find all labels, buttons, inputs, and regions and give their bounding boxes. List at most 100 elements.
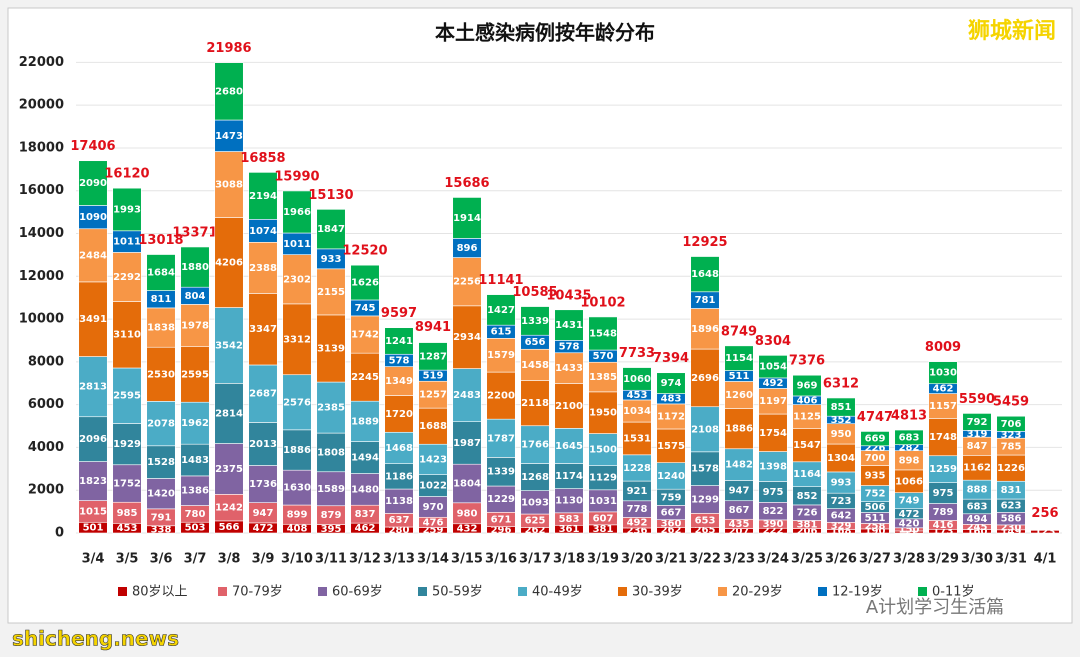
bar-segment xyxy=(486,294,516,326)
segment-label: 2595 xyxy=(181,369,209,380)
segment-label: 2530 xyxy=(147,369,175,380)
bar-segment xyxy=(588,361,618,393)
legend-swatch xyxy=(918,587,927,596)
bar-segment xyxy=(792,374,822,397)
segment-label: 1423 xyxy=(419,454,447,465)
total-label: 10585 xyxy=(512,285,557,300)
bar-segment xyxy=(384,463,414,490)
segment-label: 1030 xyxy=(929,368,957,379)
segment-label: 420 xyxy=(899,518,920,529)
bar-segment xyxy=(452,368,482,423)
segment-label: 453 xyxy=(117,523,138,534)
bar-segment xyxy=(316,432,346,473)
legend-label: 80岁以上 xyxy=(132,585,188,600)
segment-label: 2934 xyxy=(453,332,481,343)
segment-label: 1349 xyxy=(385,376,413,387)
segment-label: 974 xyxy=(661,378,682,389)
segment-label: 2814 xyxy=(215,408,243,419)
bar-segment xyxy=(860,431,890,447)
total-label: 6312 xyxy=(823,376,859,391)
x-tick-label: 3/19 xyxy=(587,552,619,567)
segment-label: 1011 xyxy=(113,237,141,248)
x-tick-label: 3/5 xyxy=(116,552,139,567)
bar-segment xyxy=(452,197,482,239)
segment-label: 1157 xyxy=(929,401,957,412)
segment-label: 969 xyxy=(797,381,818,392)
chart-title: 本土感染病例按年龄分布 xyxy=(435,21,655,45)
segment-label: 2680 xyxy=(215,86,243,97)
total-label: 16120 xyxy=(104,167,149,182)
segment-label: 2194 xyxy=(249,191,277,202)
bar-segment xyxy=(418,407,448,445)
bar-segment xyxy=(928,455,958,483)
total-label: 7733 xyxy=(619,346,655,361)
segment-label: 1752 xyxy=(113,479,141,490)
segment-label: 2108 xyxy=(691,424,719,435)
bar-segment xyxy=(928,418,958,457)
x-tick-label: 3/30 xyxy=(961,552,993,567)
segment-label: 226 xyxy=(865,443,886,454)
segment-label: 236 xyxy=(627,525,648,536)
segment-label: 416 xyxy=(933,520,954,531)
x-tick-label: 3/14 xyxy=(417,552,449,567)
segment-label: 1226 xyxy=(997,463,1025,474)
bar-segment xyxy=(146,401,176,447)
bar-segment xyxy=(384,488,414,514)
segment-label: 1880 xyxy=(181,262,209,273)
segment-label: 1174 xyxy=(555,471,583,482)
x-tick-label: 4/1 xyxy=(1034,552,1057,567)
bar-segment xyxy=(996,454,1026,482)
segment-label: 667 xyxy=(661,508,682,519)
legend-label: 30-39岁 xyxy=(632,585,683,600)
segment-label: 578 xyxy=(389,355,410,366)
segment-label: 847 xyxy=(967,441,988,452)
bar-segment xyxy=(758,413,788,452)
segment-label: 785 xyxy=(1001,442,1022,453)
segment-label: 1742 xyxy=(351,330,379,341)
segment-label: 1548 xyxy=(589,328,617,339)
segment-label: 506 xyxy=(865,502,886,513)
bar-segment xyxy=(350,264,380,301)
segment-label: 1093 xyxy=(521,497,549,508)
x-tick-label: 3/10 xyxy=(281,552,313,567)
x-tick-label: 3/27 xyxy=(859,552,891,567)
bar-segment xyxy=(214,494,244,522)
segment-label: 1130 xyxy=(555,496,583,507)
segment-label: 3542 xyxy=(215,340,243,351)
segment-label: 2256 xyxy=(453,277,481,288)
y-tick-label: 6000 xyxy=(28,397,64,412)
segment-label: 511 xyxy=(865,513,886,524)
segment-label: 2483 xyxy=(453,390,481,401)
bar-segment xyxy=(554,309,584,341)
segment-label: 642 xyxy=(831,511,852,522)
segment-label: 1823 xyxy=(79,476,107,487)
segment-label: 1748 xyxy=(929,432,957,443)
bar-segment xyxy=(112,464,142,503)
x-tick-label: 3/7 xyxy=(184,552,207,567)
segment-label: 173 xyxy=(933,526,954,537)
bar-segment xyxy=(112,252,142,302)
segment-label: 1257 xyxy=(419,390,447,401)
x-tick-label: 3/23 xyxy=(723,552,755,567)
bar-segment xyxy=(554,352,584,384)
segment-label: 1034 xyxy=(623,406,651,417)
segment-label: 947 xyxy=(253,508,274,519)
bar-segment xyxy=(180,443,210,477)
bar-segment xyxy=(180,475,210,506)
bar-segment xyxy=(656,372,686,394)
segment-label: 1630 xyxy=(283,483,311,494)
segment-label: 1766 xyxy=(521,440,549,451)
bar-segment xyxy=(588,465,618,491)
bar-segment xyxy=(656,403,686,430)
bar-segment xyxy=(486,485,516,513)
segment-label: 2090 xyxy=(79,178,107,189)
segment-label: 811 xyxy=(151,294,172,305)
segment-label: 2118 xyxy=(521,398,549,409)
segment-label: 1987 xyxy=(453,438,481,449)
total-label: 8304 xyxy=(755,334,791,349)
total-label: 12925 xyxy=(682,235,727,250)
segment-label: 1684 xyxy=(147,268,175,279)
segment-label: 501 xyxy=(83,523,104,534)
segment-label: 1847 xyxy=(317,224,345,235)
y-tick-label: 16000 xyxy=(19,183,64,198)
